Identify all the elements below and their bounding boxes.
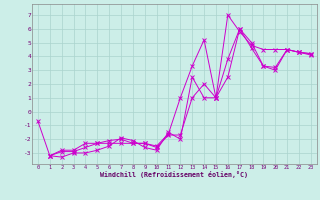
X-axis label: Windchill (Refroidissement éolien,°C): Windchill (Refroidissement éolien,°C) xyxy=(100,171,248,178)
